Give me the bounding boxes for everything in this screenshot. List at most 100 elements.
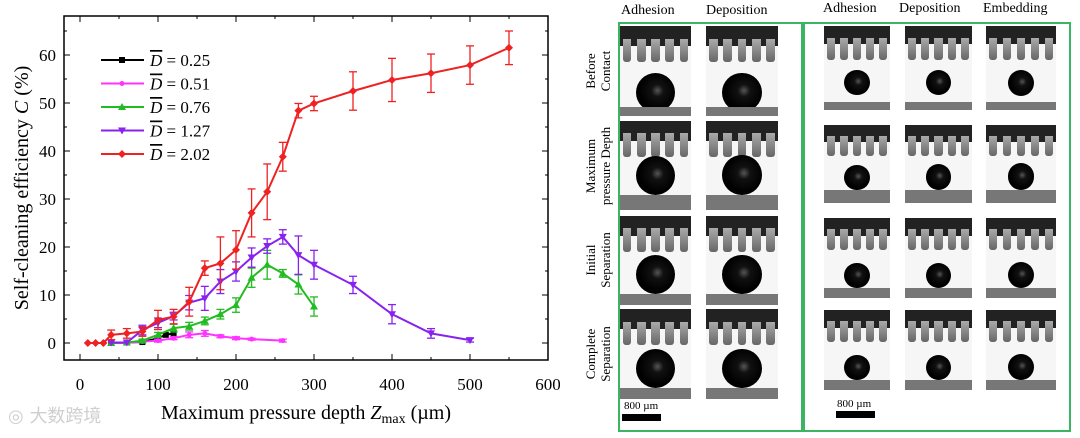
data-point — [119, 57, 125, 63]
y-tick-label: 10 — [39, 286, 56, 305]
droplet-photo — [706, 26, 778, 116]
droplet-photo — [706, 121, 778, 210]
data-point — [349, 87, 357, 95]
row-label-line: Before — [583, 53, 598, 89]
scale-bar — [836, 411, 875, 418]
data-point — [216, 310, 225, 318]
data-point — [247, 254, 256, 262]
droplet-photo — [706, 216, 778, 305]
data-point — [200, 264, 209, 273]
x-tick-label: 400 — [379, 375, 405, 394]
row-label: Maximum pressure Depth — [583, 121, 613, 211]
data-point — [294, 280, 303, 288]
x-tick-label: 500 — [457, 375, 483, 394]
data-point — [107, 330, 116, 339]
data-point — [91, 339, 100, 347]
col-header-deposition: Deposition — [899, 1, 961, 16]
droplet-photo — [620, 216, 691, 305]
data-point — [466, 61, 474, 70]
legend-label: D = 2.02 — [149, 145, 210, 164]
data-point — [310, 302, 318, 310]
right-photo-group — [801, 22, 1071, 432]
data-point — [217, 333, 223, 339]
y-tick-label: 60 — [39, 46, 56, 65]
plot-frame — [63, 15, 549, 361]
data-point — [247, 273, 256, 281]
data-point — [154, 315, 162, 324]
data-point — [263, 260, 272, 268]
droplet-photo — [824, 26, 890, 110]
droplet-photo — [620, 26, 691, 116]
data-point — [310, 261, 318, 269]
data-point — [169, 312, 178, 321]
watermark-logo: ◎ 大数跨境 — [8, 406, 102, 427]
x-tick-label: 0 — [76, 375, 85, 394]
series-line — [111, 235, 471, 344]
col-header-embedding: Embedding — [983, 1, 1048, 16]
data-point — [119, 81, 125, 86]
data-point — [280, 338, 286, 344]
row-label-line: pressure Depth — [598, 126, 613, 206]
droplet-photo — [986, 125, 1056, 203]
data-point — [232, 245, 240, 254]
data-point — [118, 150, 126, 158]
data-point — [200, 316, 209, 324]
data-point — [118, 127, 126, 135]
data-point — [118, 103, 126, 110]
scale-bar — [622, 414, 661, 421]
y-tick-label: 30 — [39, 190, 56, 209]
data-point — [170, 330, 177, 337]
legend-label: D = 0.51 — [149, 75, 210, 94]
droplet-photo — [986, 310, 1056, 390]
data-point — [216, 259, 225, 268]
droplet-photo — [620, 309, 691, 399]
droplet-photo — [986, 26, 1056, 110]
data-point — [294, 252, 303, 260]
droplet-photo — [824, 125, 890, 203]
data-point — [249, 336, 255, 342]
data-point — [466, 337, 474, 345]
data-point — [202, 330, 208, 336]
data-point — [310, 99, 318, 108]
data-point — [162, 331, 169, 338]
row-label-line: Maximum — [583, 138, 598, 194]
efficiency-chart: 0 100 200 300 400 500 600 0 10 20 30 40 50 60 Maximum … — [11, 15, 560, 427]
x-tick-label: 200 — [223, 375, 249, 394]
data-point — [171, 335, 177, 341]
droplet-photo — [905, 26, 972, 110]
data-point — [294, 106, 303, 115]
data-point — [505, 43, 513, 52]
col-header-deposition: Deposition — [706, 3, 768, 18]
x-tick-label: 300 — [301, 375, 327, 394]
row-label-line: Complete — [583, 328, 598, 380]
data-point — [122, 329, 131, 338]
droplet-photo — [905, 125, 972, 203]
data-point — [169, 324, 178, 332]
data-point — [349, 281, 357, 289]
data-point — [427, 330, 435, 338]
droplet-photo — [706, 309, 778, 399]
row-label-line: Separation — [598, 326, 613, 382]
y-tick-label: 20 — [39, 238, 56, 257]
data-point — [278, 152, 287, 161]
y-tick-label: 0 — [48, 334, 57, 353]
col-header-adhesion: Adhesion — [621, 3, 675, 18]
data-point — [388, 75, 396, 84]
scale-label: 800 µm — [624, 400, 659, 412]
row-label: Complete Separation — [583, 309, 613, 399]
row-label-line: Separation — [598, 232, 613, 288]
x-tick-label: 100 — [145, 375, 171, 394]
data-point — [154, 330, 162, 338]
data-point — [263, 243, 272, 251]
row-label: Before Contact — [583, 26, 613, 116]
data-point — [427, 69, 435, 78]
data-point — [99, 339, 108, 347]
series-line — [87, 46, 510, 344]
x-tick-label: 600 — [535, 375, 560, 394]
scale-label: 800 µm — [837, 398, 872, 410]
data-point — [138, 327, 147, 336]
data-point — [138, 336, 147, 344]
data-point — [185, 297, 194, 306]
data-point — [107, 339, 116, 347]
legend-label: D = 0.76 — [149, 98, 210, 117]
